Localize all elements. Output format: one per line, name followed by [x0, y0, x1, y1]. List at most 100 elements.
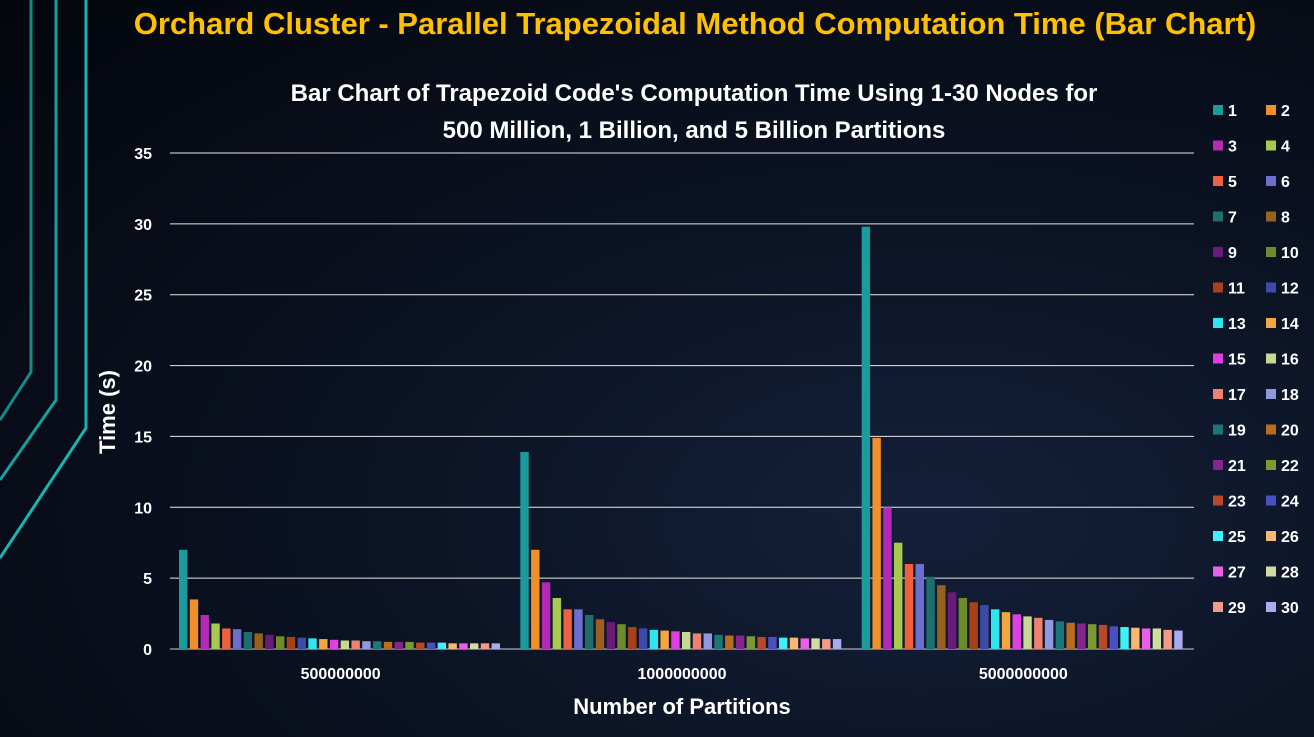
legend-item-20: 20 [1266, 423, 1299, 440]
legend-item-8: 8 [1266, 210, 1290, 227]
legend-swatch [1213, 460, 1223, 470]
bar-5000000000-node-18 [1044, 619, 1054, 649]
bar-1000000000-node-30 [832, 639, 842, 649]
gridlines [170, 152, 1194, 650]
legend-label: 27 [1228, 565, 1246, 582]
slide-title: Orchard Cluster - Parallel Trapezoidal M… [133, 6, 1257, 41]
legend-swatch [1266, 602, 1276, 612]
legend-label: 4 [1281, 139, 1290, 156]
legend-swatch [1266, 495, 1276, 506]
bar-1000000000-node-23 [757, 636, 766, 649]
legend-item-24: 24 [1266, 494, 1299, 511]
bar-500000000-node-30 [491, 643, 500, 649]
bar-500000000-node-1 [179, 549, 188, 649]
legend-swatch [1213, 495, 1223, 506]
legend-label: 13 [1228, 316, 1246, 333]
bar-500000000-node-9 [265, 634, 274, 649]
legend-label: 24 [1281, 494, 1299, 511]
bar-5000000000-node-24 [1109, 626, 1118, 649]
legend-label: 29 [1228, 600, 1246, 617]
legend-item-14: 14 [1266, 316, 1299, 333]
legend-label: 5 [1228, 174, 1237, 191]
legend-item-9: 9 [1213, 245, 1237, 262]
legend-label: 26 [1281, 529, 1299, 546]
bar-1000000000-node-5 [563, 609, 572, 649]
bar-5000000000-node-11 [969, 602, 978, 649]
legend-swatch [1266, 389, 1276, 399]
legend-item-6: 6 [1266, 174, 1290, 191]
x-axis-label: Number of Partitions [573, 694, 791, 719]
y-tick-label: 5 [143, 571, 152, 588]
bar-5000000000-node-16 [1023, 616, 1032, 649]
legend-item-17: 17 [1213, 387, 1246, 404]
legend-item-15: 15 [1213, 352, 1246, 369]
bar-500000000-node-29 [480, 643, 490, 649]
legend-item-7: 7 [1213, 210, 1237, 227]
legend-label: 6 [1281, 174, 1290, 191]
bar-5000000000-node-8 [937, 585, 946, 649]
bar-500000000-node-20 [383, 641, 393, 649]
legend-label: 9 [1228, 245, 1237, 262]
y-tick-label: 0 [143, 642, 152, 659]
legend-swatch [1213, 176, 1223, 186]
legend-label: 17 [1228, 387, 1246, 404]
bar-5000000000-node-21 [1077, 623, 1086, 649]
bar-1000000000-node-12 [638, 628, 648, 649]
bar-500000000-node-17 [351, 640, 360, 649]
bar-1000000000-node-3 [541, 582, 551, 649]
legend-label: 15 [1228, 352, 1246, 369]
legend-swatch [1266, 105, 1276, 115]
bar-1000000000-node-4 [552, 597, 562, 649]
bar-500000000-node-3 [200, 614, 209, 649]
bar-500000000-node-14 [319, 639, 328, 649]
bar-500000000-node-28 [470, 643, 479, 649]
legend-label: 20 [1281, 423, 1299, 440]
legend-swatch [1213, 531, 1223, 541]
y-axis-ticks: 0 5 10 15 20 25 30 35 [134, 146, 152, 659]
legend-label: 25 [1228, 529, 1246, 546]
bar-500000000-node-18 [362, 641, 371, 649]
legend-item-29: 29 [1213, 600, 1246, 617]
legend-item-25: 25 [1213, 529, 1246, 546]
bar-500000000-node-6 [232, 629, 242, 649]
bar-1000000000-node-27 [800, 638, 809, 649]
bar-500000000-node-26 [448, 643, 457, 649]
bar-1000000000-node-10 [617, 624, 626, 649]
bar-500000000-node-25 [437, 642, 447, 649]
bar-500000000-node-19 [373, 641, 382, 649]
legend-swatch [1266, 460, 1276, 470]
legend-label: 30 [1281, 600, 1299, 617]
x-category-label: 5000000000 [979, 666, 1068, 683]
legend-item-10: 10 [1266, 245, 1299, 262]
bar-500000000-node-5 [222, 628, 231, 649]
bars [179, 226, 1183, 649]
bar-1000000000-node-1 [520, 452, 529, 649]
bar-1000000000-node-16 [682, 631, 691, 649]
legend-item-21: 21 [1213, 458, 1246, 475]
bar-5000000000-node-30 [1174, 630, 1183, 649]
bar-500000000-node-2 [189, 599, 199, 649]
legend-label: 14 [1281, 316, 1299, 333]
legend-swatch [1213, 389, 1223, 399]
bar-1000000000-node-22 [746, 636, 756, 649]
bar-5000000000-node-10 [958, 597, 968, 649]
y-tick-label: 35 [134, 146, 152, 163]
legend-swatch [1213, 211, 1223, 222]
legend-item-22: 22 [1266, 458, 1299, 475]
bar-500000000-node-12 [297, 637, 306, 649]
legend-item-5: 5 [1213, 174, 1237, 191]
bar-5000000000-node-26 [1131, 627, 1140, 649]
bar-1000000000-node-29 [822, 639, 831, 649]
bar-5000000000-node-13 [991, 609, 1000, 649]
bar-1000000000-node-14 [660, 630, 669, 649]
legend-item-30: 30 [1266, 600, 1299, 617]
y-tick-label: 20 [134, 359, 152, 376]
y-tick-label: 15 [134, 429, 152, 446]
legend-swatch [1266, 282, 1276, 293]
legend-item-19: 19 [1213, 423, 1246, 440]
legend-item-18: 18 [1266, 387, 1299, 404]
bar-1000000000-node-25 [779, 637, 788, 649]
bar-500000000-node-4 [211, 623, 220, 649]
legend-swatch [1213, 282, 1223, 293]
